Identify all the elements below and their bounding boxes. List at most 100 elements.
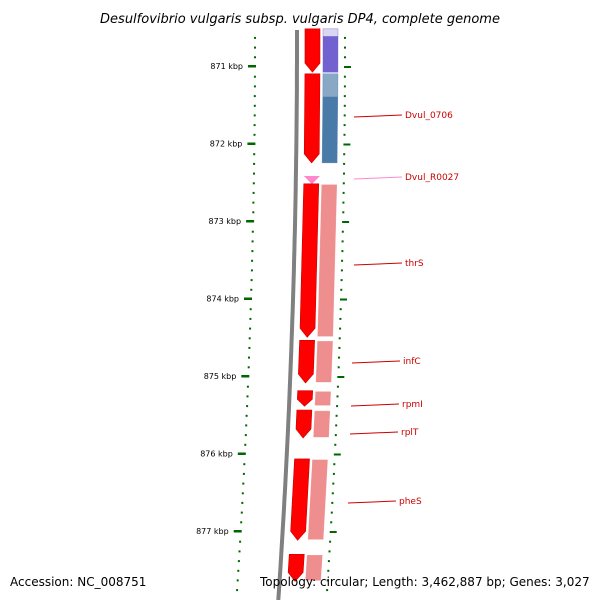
feature-track-secondary [305, 28, 339, 581]
major-tick-right [340, 298, 347, 301]
minor-tick-right [343, 75, 346, 78]
major-tick-right [337, 376, 345, 378]
secondary-feature-rplT [313, 410, 331, 438]
label-leader-Dvul_0706 [353, 114, 403, 118]
minor-tick-right [342, 201, 345, 204]
gene-track [287, 28, 321, 582]
minor-tick-left [240, 521, 243, 524]
genome-backbone [276, 30, 299, 600]
minor-tick-right [343, 114, 346, 117]
major-tick-left [237, 452, 246, 455]
minor-tick-right [341, 250, 344, 253]
minor-tick-right [343, 124, 346, 127]
minor-tick-right [344, 36, 346, 39]
minor-tick-right [343, 133, 346, 136]
minor-tick-right [334, 434, 337, 437]
minor-tick-right [339, 317, 342, 320]
tick-label: 872 kbp [210, 140, 243, 149]
secondary-feature [321, 96, 339, 164]
minor-tick-left [253, 75, 256, 78]
minor-tick-right [335, 424, 338, 427]
minor-tick-left [251, 230, 254, 233]
minor-tick-right [341, 240, 344, 243]
minor-tick-left [252, 191, 255, 194]
gene-Dvul_0706 [303, 73, 321, 164]
minor-tick-left [254, 56, 256, 59]
gene-next [287, 553, 305, 582]
gene-label-rpmI: rpmI [402, 400, 423, 410]
minor-tick-right [332, 472, 335, 475]
minor-tick-left [245, 414, 248, 417]
gene-infC [298, 340, 315, 384]
minor-tick-left [248, 346, 251, 349]
minor-tick-left [250, 269, 253, 272]
minor-tick-left [253, 104, 256, 107]
major-tick-left [247, 142, 256, 145]
major-tick-left [246, 220, 255, 223]
minor-tick-left [254, 36, 256, 39]
minor-tick-right [340, 269, 343, 272]
minor-tick-left [240, 511, 243, 514]
minor-tick-left [254, 46, 256, 49]
minor-tick-left [248, 356, 250, 359]
minor-tick-right [330, 521, 333, 524]
tick-label: 873 kbp [208, 217, 241, 226]
minor-tick-right [329, 540, 332, 543]
tick-label: 874 kbp [206, 295, 239, 304]
minor-tick-right [341, 259, 344, 262]
label-leader-thrS [353, 262, 403, 266]
minor-tick-left [236, 589, 239, 592]
minor-tick-right [332, 482, 335, 485]
minor-tick-left [253, 85, 256, 88]
minor-tick-right [344, 46, 346, 49]
label-leader-Dvul_R0027 [353, 176, 403, 180]
minor-tick-left [238, 550, 241, 553]
minor-tick-left [251, 250, 254, 253]
accession-text: Accession: NC_008751 [10, 575, 147, 589]
minor-tick-right [330, 511, 333, 514]
minor-tick-left [253, 95, 256, 98]
minor-tick-right [341, 230, 344, 233]
minor-tick-right [331, 492, 334, 495]
major-tick-left [244, 297, 252, 300]
minor-tick-right [327, 569, 330, 572]
axis-ticks: 871 kbp 872 kbp 873 kbp 874 kbp 875 kbp 876 k… [196, 62, 256, 536]
minor-tick-right [342, 182, 345, 185]
minor-tick-left [248, 337, 251, 340]
minor-tick-left [249, 317, 252, 320]
label-leader-rplT [349, 431, 399, 435]
minor-tick-right [343, 104, 346, 107]
minor-tick-right [336, 385, 339, 388]
minor-tick-right [339, 327, 342, 330]
secondary-feature-thrS [317, 184, 338, 337]
minor-tick-left [246, 405, 249, 408]
minor-tick-left [239, 540, 242, 543]
minor-tick-right [327, 560, 330, 563]
minor-tick-right [338, 346, 341, 349]
tick-label: 871 kbp [210, 62, 243, 71]
secondary-feature [322, 28, 339, 37]
minor-tick-right [338, 356, 340, 359]
gene-label-Dvul_0706: Dvul_0706 [405, 111, 453, 121]
minor-tick-left [241, 492, 244, 495]
gene-labels: Dvul_0706 Dvul_R0027 thrS infC rpmI rplT pheS [347, 111, 459, 507]
minor-tick-right [340, 288, 343, 291]
minor-tick-right [336, 405, 339, 408]
secondary-feature [322, 36, 339, 73]
minor-tick-left [242, 472, 245, 475]
major-tick-right [342, 221, 350, 223]
gene-rpmI [297, 390, 313, 407]
minor-tick-left [246, 395, 249, 398]
minor-tick-left [243, 463, 246, 466]
minor-tick-left [253, 162, 256, 165]
gene-label-infC: infC [403, 357, 421, 367]
minor-tick-right [344, 56, 346, 59]
tick-dots [236, 36, 351, 592]
minor-tick-left [253, 114, 256, 117]
minor-tick-left [249, 308, 252, 311]
minor-tick-left [244, 434, 247, 437]
minor-tick-right [342, 211, 345, 214]
minor-tick-right [333, 463, 336, 466]
gene-thrS [299, 183, 320, 338]
